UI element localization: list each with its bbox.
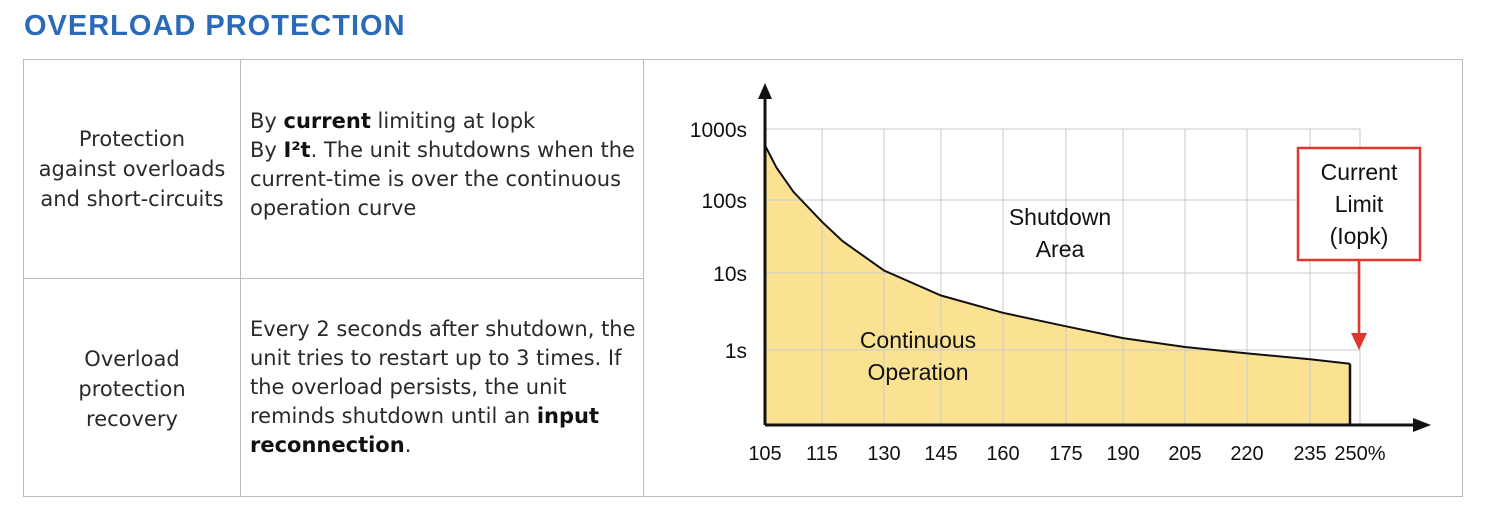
current-limit-label: Limit	[1335, 191, 1384, 217]
x-tick-label: 160	[986, 443, 1019, 465]
y-tick-label: 100s	[701, 190, 747, 213]
desc-paragraph: By current limiting at Iopk	[250, 107, 640, 136]
y-tick-label: 10s	[713, 263, 747, 286]
x-tick-label: 175	[1049, 443, 1082, 465]
x-tick-label: 190	[1106, 443, 1139, 465]
desc-text: limiting at Iopk	[370, 109, 536, 133]
desc-text: . The unit shutdowns when the current-ti…	[250, 138, 635, 220]
current-limit-arrow-head	[1351, 333, 1367, 350]
emphasis-text: current	[283, 109, 371, 133]
x-tick-label: 145	[924, 443, 957, 465]
continuous-operation-label: Operation	[867, 359, 968, 385]
desc-text: .	[404, 433, 412, 457]
desc-text: Every 2 seconds after shutdown, the unit…	[250, 317, 636, 428]
x-axis-arrow	[1413, 418, 1431, 432]
desc-paragraph: By I²t. The unit shutdowns when the curr…	[250, 136, 640, 223]
continuous-operation-area	[765, 145, 1350, 426]
y-tick-label: 1000s	[690, 119, 747, 142]
x-tick-label: 115	[806, 443, 838, 465]
row-label-recovery: Overload protection recovery	[24, 344, 240, 434]
x-tick-label: 130	[867, 443, 900, 465]
y-tick-label: 1s	[725, 340, 747, 363]
x-tick-label: 250%	[1334, 443, 1385, 465]
y-axis-arrow	[758, 83, 772, 99]
label-line: and short-circuits	[40, 187, 224, 211]
label-line: protection	[78, 377, 186, 401]
emphasis-text: input reconnection	[250, 404, 599, 457]
emphasis-text: I²t	[283, 138, 311, 162]
x-tick-label: 105	[748, 443, 781, 465]
desc-text: By	[250, 109, 284, 133]
current-limit-label: Current	[1321, 159, 1398, 185]
current-limit-label: (Iopk)	[1330, 223, 1389, 249]
row-label-protection: Protection against overloads and short-c…	[24, 124, 240, 214]
row-desc-protection: By current limiting at Iopk By I²t. The u…	[250, 107, 640, 223]
desc-paragraph: Every 2 seconds after shutdown, the unit…	[250, 315, 640, 460]
page-title: OVERLOAD PROTECTION	[24, 10, 406, 42]
continuous-operation-curve	[764, 144, 1351, 365]
shutdown-area-label: Area	[1036, 236, 1085, 262]
x-tick-label: 205	[1168, 443, 1201, 465]
overload-chart: 105 115 130 145 160 175 190 205 220 235 250% 1000s 1…	[690, 83, 1431, 465]
row-divider	[24, 278, 644, 279]
label-line: recovery	[86, 407, 178, 431]
x-tick-label: 235	[1293, 443, 1326, 465]
row-desc-recovery: Every 2 seconds after shutdown, the unit…	[250, 315, 640, 460]
label-line: against overloads	[38, 157, 226, 181]
label-line: Protection	[78, 127, 186, 151]
continuous-operation-label: Continuous	[860, 327, 976, 353]
spec-table: Protection against overloads and short-c…	[23, 59, 1463, 497]
x-tick-label: 220	[1230, 443, 1263, 465]
shutdown-area-label: Shutdown	[1009, 204, 1111, 230]
desc-text: By	[250, 138, 284, 162]
label-line: Overload	[84, 347, 180, 371]
current-limit-callout-box	[1296, 146, 1422, 262]
